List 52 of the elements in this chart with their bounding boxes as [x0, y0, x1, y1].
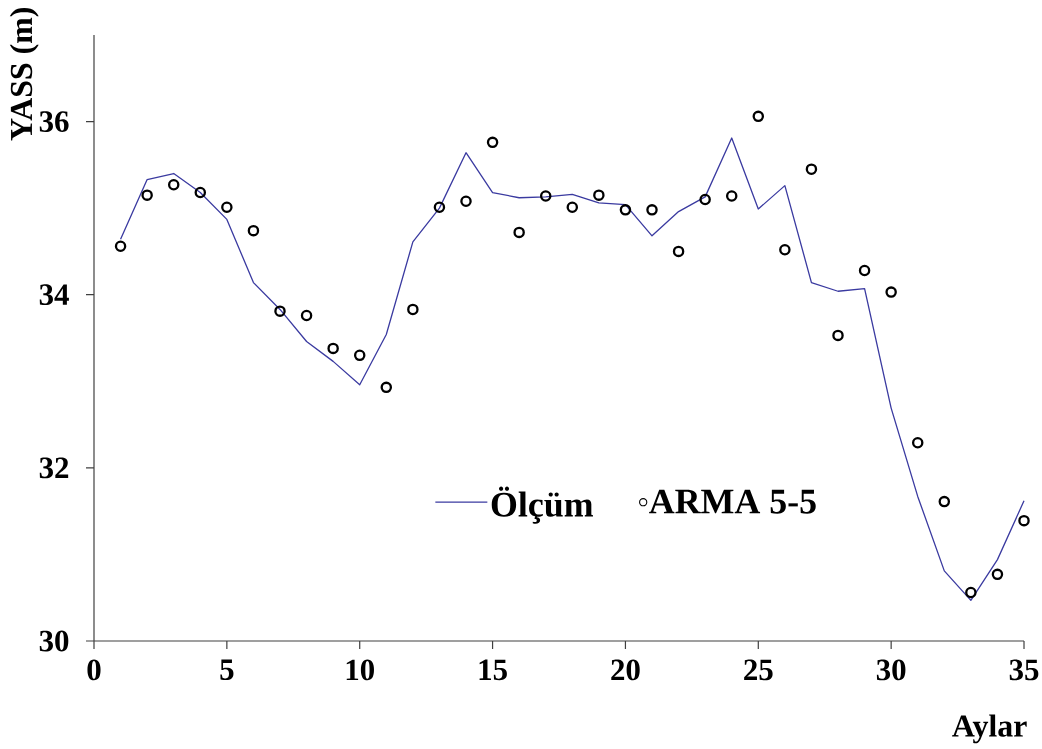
y-tick-label: 32 [39, 457, 69, 479]
point [460, 195, 472, 207]
point [167, 179, 180, 191]
x-tick-label: 15 [479, 659, 507, 681]
point [832, 329, 844, 342]
point [274, 305, 286, 317]
x-axis-title: Aylar [952, 714, 1027, 744]
point [805, 163, 818, 175]
x-tick-label: 20 [611, 659, 640, 681]
point [407, 303, 419, 316]
point [779, 243, 791, 256]
point [858, 264, 871, 277]
line-series [119, 137, 1025, 601]
point [221, 201, 233, 214]
point [752, 110, 765, 123]
point [247, 224, 260, 237]
point [114, 240, 127, 252]
x-tick-label: 35 [1009, 659, 1039, 681]
point [885, 286, 897, 298]
x-tick-label: 25 [744, 659, 773, 681]
point [699, 193, 711, 206]
point [991, 568, 1004, 581]
point [433, 201, 446, 214]
point [619, 204, 632, 216]
x-tick-label: 10 [346, 659, 374, 681]
point [911, 437, 924, 449]
x-tick-label: 30 [876, 659, 906, 681]
point [725, 190, 738, 202]
legend-label: Ölçüm [491, 486, 593, 524]
point [486, 136, 499, 149]
y-tick-label: 36 [39, 111, 69, 132]
point [300, 309, 313, 322]
y-tick-label: 34 [39, 284, 69, 306]
point [141, 189, 153, 201]
x-tick-label: 5 [220, 659, 234, 681]
point [1018, 514, 1030, 527]
y-tick-label: 30 [39, 630, 69, 652]
point [380, 381, 393, 394]
point [513, 226, 525, 239]
point [327, 342, 339, 355]
point [646, 204, 658, 216]
point [672, 245, 685, 258]
point [353, 349, 366, 362]
x-tick-label: 0 [87, 659, 101, 681]
point [593, 189, 605, 201]
point [566, 201, 579, 214]
point [194, 186, 207, 199]
point [965, 586, 977, 599]
point [539, 190, 552, 202]
y-axis-title: YASS (m) [9, 8, 39, 141]
legend-label: ARMA 5-5 [649, 489, 816, 514]
point [938, 495, 951, 508]
